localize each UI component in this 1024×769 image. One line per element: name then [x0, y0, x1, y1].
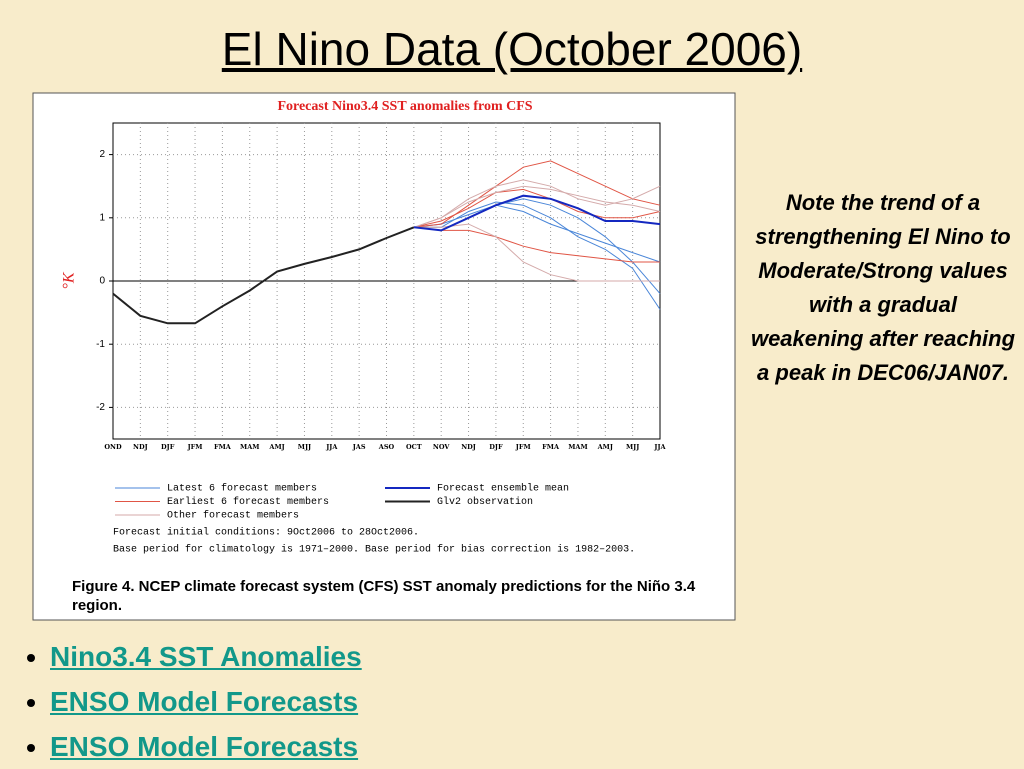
link[interactable]: ENSO Model Forecasts: [50, 686, 359, 717]
y-tick-label: 2: [99, 149, 105, 160]
x-tick-label: MAM: [240, 443, 259, 451]
link[interactable]: ENSO Model Forecasts: [50, 731, 359, 762]
note: Note the trend of a strengthening El Nin…: [750, 190, 1016, 385]
member-line: [413, 204, 661, 263]
chart-frame: [32, 92, 736, 621]
chart-note: Forecast initial conditions: 9Oct2006 to…: [113, 527, 419, 539]
member-line: [413, 185, 661, 228]
chart-note: Base period for climatology is 1971–2000…: [113, 544, 635, 556]
link-item: ENSO Model Forecasts: [50, 679, 362, 724]
link[interactable]: Nino3.4 SST Anomalies: [50, 641, 362, 672]
member-line: [413, 179, 661, 228]
y-axis-label: °K: [61, 271, 78, 289]
chart-title: Forecast Nino3.4 SST anomalies from CFS: [277, 99, 532, 114]
series-line: [112, 226, 415, 325]
member-line: [413, 223, 660, 282]
member-line: [413, 226, 660, 263]
x-tick-label: AMJ: [597, 443, 613, 451]
x-tick-label: FMA: [542, 443, 560, 451]
x-tick-label: DJF: [489, 443, 503, 451]
member-line: [413, 188, 661, 228]
link-item: Nino3.4 SST Anomalies: [50, 634, 362, 679]
x-tick-label: MJJ: [298, 443, 311, 451]
slide-title: El Nino Data (October 2006): [221, 23, 803, 75]
legend-label: Earliest 6 forecast members: [167, 496, 329, 508]
link-list: Nino3.4 SST Anomalies ENSO Model Forecast…: [20, 634, 362, 769]
x-tick-label: JFM: [187, 443, 203, 451]
x-tick-label: NOV: [433, 443, 450, 451]
x-tick-label: OCT: [406, 443, 422, 451]
y-tick-label: -1: [96, 339, 105, 350]
legend-label: Forecast ensemble mean: [437, 483, 569, 495]
x-tick-label: MJJ: [626, 443, 639, 451]
series-line: [413, 194, 661, 232]
x-tick-label: JFM: [515, 443, 531, 451]
figure-caption: Figure 4. NCEP climate forecast system (…: [72, 578, 696, 614]
link-item: ENSO Model Forecasts: [50, 724, 362, 769]
x-tick-label: NDJ: [133, 443, 148, 451]
x-tick-label: JAS: [352, 443, 366, 451]
legend-label: Glv2 observation: [437, 496, 533, 508]
x-tick-label: ASO: [378, 443, 395, 451]
x-tick-label: OND: [104, 443, 122, 451]
legend-label: Other forecast members: [167, 510, 299, 522]
legend-label: Latest 6 forecast members: [167, 483, 317, 495]
x-tick-label: JJA: [325, 443, 338, 451]
y-tick-label: 0: [99, 276, 105, 287]
x-tick-label: DJF: [161, 443, 175, 451]
x-tick-label: NDJ: [461, 443, 476, 451]
x-tick-label: FMA: [214, 443, 232, 451]
x-tick-label: JJA: [653, 443, 666, 451]
y-tick-label: -2: [96, 402, 105, 413]
x-tick-label: AMJ: [268, 443, 284, 451]
x-tick-label: MAM: [568, 443, 587, 451]
y-tick-label: 1: [99, 212, 105, 223]
